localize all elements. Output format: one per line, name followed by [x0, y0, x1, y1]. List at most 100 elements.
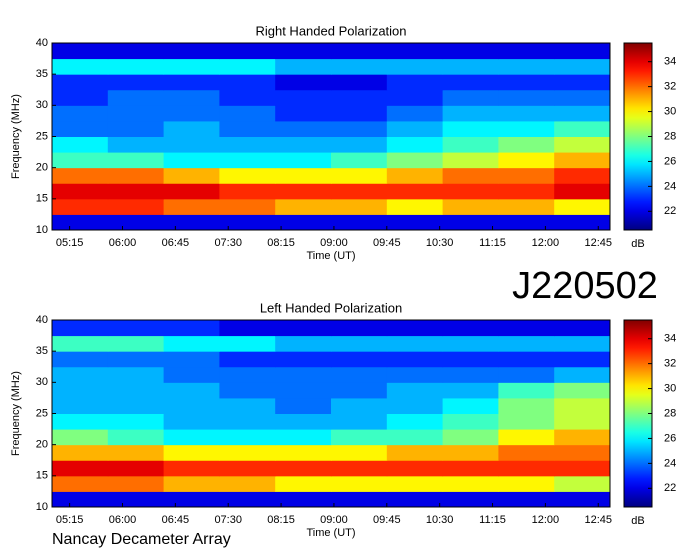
heat-cell [442, 58, 499, 75]
heat-cell [52, 183, 109, 200]
heat-cell [275, 382, 332, 399]
x-axis-label: Time (UT) [306, 250, 355, 262]
heat-cell [331, 74, 388, 91]
heat-cell [442, 429, 499, 446]
heat-cell [52, 491, 109, 508]
heat-cell [52, 397, 109, 414]
heat-cell [331, 460, 388, 477]
heat-cell [386, 382, 444, 399]
heat-cell [219, 105, 276, 122]
heat-cell [107, 105, 165, 122]
heat-cell [386, 183, 444, 200]
colorbar-tick-label: 22 [664, 205, 676, 217]
heat-cell [498, 120, 555, 137]
colorbar-tick-label: 34 [664, 333, 676, 345]
heat-cell [107, 382, 165, 399]
colorbar-tick-label: 24 [664, 457, 676, 469]
x-tick-label: 11:15 [479, 514, 506, 526]
heat-cell [219, 366, 276, 383]
heat-cell [275, 460, 332, 477]
heat-cell [554, 74, 611, 91]
heat-cell [107, 74, 165, 91]
heat-cell [52, 58, 109, 75]
heat-cell [107, 320, 165, 337]
heat-cell [163, 167, 220, 184]
heat-cell [331, 429, 388, 446]
heat-cell [107, 491, 165, 508]
heat-cell [498, 444, 555, 461]
heat-cell [52, 198, 109, 215]
heat-cell [219, 320, 276, 337]
heat-cell [163, 382, 220, 399]
heat-cell [386, 320, 444, 337]
heat-cell [498, 491, 555, 508]
heat-cell [498, 460, 555, 477]
heat-cell [163, 429, 220, 446]
heat-cell [275, 444, 332, 461]
x-tick-label: 11:15 [479, 237, 506, 249]
heat-cell [52, 136, 109, 153]
heat-cell [554, 444, 611, 461]
colorbar-tick-label: 22 [664, 482, 676, 494]
heat-cell [442, 105, 499, 122]
heat-cell [331, 413, 388, 430]
heat-cell [107, 429, 165, 446]
heat-cell [275, 397, 332, 414]
heat-cell [386, 491, 444, 508]
heat-cell [107, 183, 165, 200]
heat-cell [163, 105, 220, 122]
heat-cell [219, 43, 276, 60]
heat-cell [386, 74, 444, 91]
heat-cell [554, 105, 611, 122]
heat-cell [52, 475, 109, 492]
x-tick-label: 08:15 [267, 514, 295, 526]
heat-cell [386, 105, 444, 122]
heat-cell [498, 183, 555, 200]
x-tick-label: 07:30 [214, 237, 242, 249]
heat-cell [219, 475, 276, 492]
heat-cell [498, 351, 555, 368]
heat-cell [498, 105, 555, 122]
heat-cell [107, 351, 165, 368]
x-tick-label: 08:15 [267, 237, 295, 249]
heat-cell [498, 214, 555, 231]
heat-cell [331, 167, 388, 184]
heat-cell [498, 335, 555, 352]
heat-cell [554, 475, 611, 492]
heat-cell [331, 198, 388, 215]
heat-cell [442, 89, 499, 106]
heat-cell [219, 167, 276, 184]
x-tick-label: 12:00 [532, 514, 560, 526]
heat-cell [386, 444, 444, 461]
heat-cell [498, 198, 555, 215]
y-tick-label: 20 [36, 162, 48, 174]
heat-cell [554, 43, 611, 60]
heat-cell [498, 382, 555, 399]
heat-cell [331, 89, 388, 106]
heat-cell [52, 444, 109, 461]
heat-cell [331, 120, 388, 137]
heat-cell [275, 43, 332, 60]
colorbar-tick-label: 28 [664, 130, 676, 142]
y-tick-label: 25 [36, 130, 48, 142]
heat-cell [386, 429, 444, 446]
heat-cell [163, 460, 220, 477]
heat-cell [331, 335, 388, 352]
heat-cell [442, 74, 499, 91]
x-tick-label: 06:00 [109, 514, 137, 526]
heat-cell [275, 105, 332, 122]
heat-cell [331, 320, 388, 337]
heat-cell [442, 152, 499, 169]
heat-cell [275, 429, 332, 446]
heat-cell [52, 43, 109, 60]
heat-cell [52, 120, 109, 137]
heat-cell [107, 444, 165, 461]
heat-cell [107, 152, 165, 169]
heat-cell [386, 460, 444, 477]
heat-cell [386, 152, 444, 169]
heat-cell [107, 335, 165, 352]
heat-cell [52, 413, 109, 430]
x-tick-label: 12:45 [584, 237, 612, 249]
heat-cell [163, 366, 220, 383]
x-tick-label: 06:00 [109, 237, 137, 249]
